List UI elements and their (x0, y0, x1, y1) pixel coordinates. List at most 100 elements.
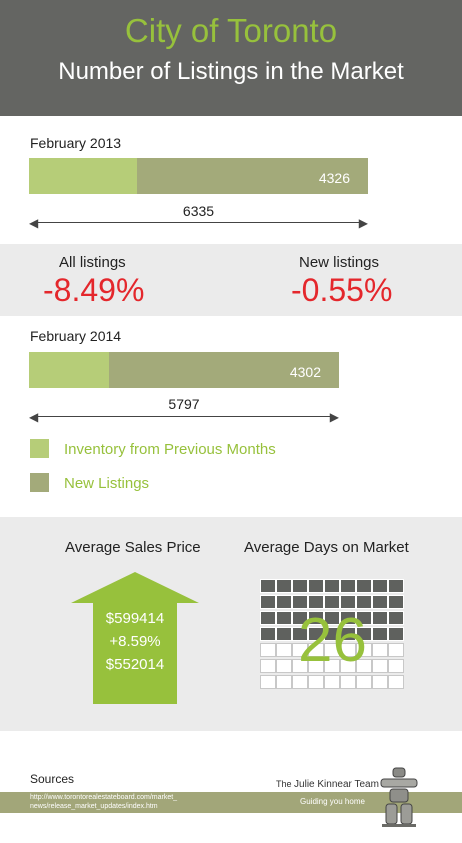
calendar-cell (260, 675, 276, 689)
calendar-cell (372, 675, 388, 689)
calendar-cell (308, 579, 324, 593)
calendar-cell (276, 659, 292, 673)
calendar-cell (340, 627, 356, 641)
calendar-cell (340, 643, 356, 657)
listings-bar-2013: 4326 (29, 158, 368, 194)
calendar-cell (388, 675, 404, 689)
calendar-cell (388, 579, 404, 593)
calendar-cell (276, 579, 292, 593)
calendar-cell (372, 611, 388, 625)
calendar-cell (292, 627, 308, 641)
header-banner: City of Toronto Number of Listings in th… (0, 0, 462, 116)
calendar-cell (356, 611, 372, 625)
calendar-cell (324, 675, 340, 689)
calendar-cell (260, 595, 276, 609)
calendar-cell (292, 659, 308, 673)
calendar-cell (292, 643, 308, 657)
all-listings-change: -8.49% (43, 272, 145, 308)
calendar-cell (356, 643, 372, 657)
listings-bar-2014: 4302 (29, 352, 339, 388)
calendar-cell (292, 675, 308, 689)
calendar-cell (292, 611, 308, 625)
arrow-right-icon: ▶ (329, 410, 339, 424)
calendar-cell (276, 627, 292, 641)
brand-prefix: The (276, 779, 292, 789)
total-dimension-2013: ◀ ▶ 6335 (29, 203, 368, 233)
price-previous: $552014 (105, 656, 165, 673)
new-listings-value-2013: 4326 (318, 170, 350, 186)
calendar-cell (308, 675, 324, 689)
calendar-cell (308, 627, 324, 641)
calendar-cell (340, 659, 356, 673)
all-listings-label: All listings (59, 254, 126, 271)
calendar-cell (388, 611, 404, 625)
calendar-cell (324, 627, 340, 641)
legend-label-new: New Listings (64, 475, 150, 492)
legend-swatch-new (30, 473, 49, 492)
calendar-cell (372, 643, 388, 657)
calendar-cell (292, 595, 308, 609)
calendar-cell (276, 611, 292, 625)
calendar-cell (260, 659, 276, 673)
calendar-cell (308, 595, 324, 609)
calendar-cell (388, 659, 404, 673)
calendar-cell (260, 627, 276, 641)
calendar-cell (324, 579, 340, 593)
brand-name: The Julie Kinnear Team (276, 779, 379, 790)
source-url-line-2: news/release_market_updates/index.htm (30, 803, 158, 810)
calendar-cell (372, 627, 388, 641)
period-label-2014: February 2014 (30, 328, 122, 344)
new-listings-change: -0.55% (291, 272, 393, 308)
period-label-2013: February 2013 (30, 135, 122, 151)
calendar-cell (340, 579, 356, 593)
calendar-cell (372, 579, 388, 593)
days-value: 26 (298, 606, 367, 675)
inukshuk-icon (380, 767, 418, 827)
arrow-right-icon: ▶ (358, 216, 368, 230)
brand-team-name: Julie Kinnear Team (294, 779, 379, 790)
days-title: Average Days on Market (244, 539, 409, 556)
calendar-cell (356, 659, 372, 673)
calendar-cell (340, 595, 356, 609)
price-change: +8.59% (109, 633, 161, 650)
calendar-cell (292, 579, 308, 593)
calendar-cell (260, 611, 276, 625)
calendar-cell (340, 611, 356, 625)
calendar-cell (324, 643, 340, 657)
page-subtitle: Number of Listings in the Market (58, 58, 404, 85)
stats-band: Average Sales Price $599414 +8.59% $5520… (0, 517, 462, 731)
legend-swatch-inventory (30, 439, 49, 458)
calendar-cell (372, 595, 388, 609)
up-arrow-icon (71, 572, 199, 704)
legend-label-inventory: Inventory from Previous Months (64, 441, 276, 458)
calendar-cell (388, 643, 404, 657)
calendar-cell (388, 627, 404, 641)
calendar-cell (260, 579, 276, 593)
calendar-cell (324, 611, 340, 625)
new-listings-value-2014: 4302 (289, 364, 321, 380)
new-listings-label: New listings (299, 254, 380, 271)
calendar-cell (260, 643, 276, 657)
arrow-left-icon: ◀ (29, 410, 39, 424)
total-dimension-2014: ◀ ▶ 5797 (29, 396, 339, 427)
calendar-cell (340, 675, 356, 689)
calendar-cell (356, 627, 372, 641)
calendar-cell (308, 643, 324, 657)
calendar-cell (372, 659, 388, 673)
calendar-cell (324, 595, 340, 609)
source-url[interactable]: http://www.torontorealestateboard.com/ma… (30, 793, 210, 811)
calendar-cell (276, 675, 292, 689)
total-value-2013: 6335 (182, 203, 215, 219)
calendar-cell (356, 595, 372, 609)
arrow-left-icon: ◀ (29, 216, 39, 230)
city-title: City of Toronto (124, 12, 338, 49)
price-title: Average Sales Price (65, 539, 201, 556)
change-band: All listings -8.49% New listings -0.55% (0, 244, 462, 316)
sources-title: Sources (30, 772, 75, 786)
inventory-segment-2013 (29, 158, 137, 194)
calendar-cell (308, 611, 324, 625)
calendar-cell (308, 659, 324, 673)
calendar-cell (324, 659, 340, 673)
calendar-cell (276, 595, 292, 609)
calendar-cell (356, 675, 372, 689)
